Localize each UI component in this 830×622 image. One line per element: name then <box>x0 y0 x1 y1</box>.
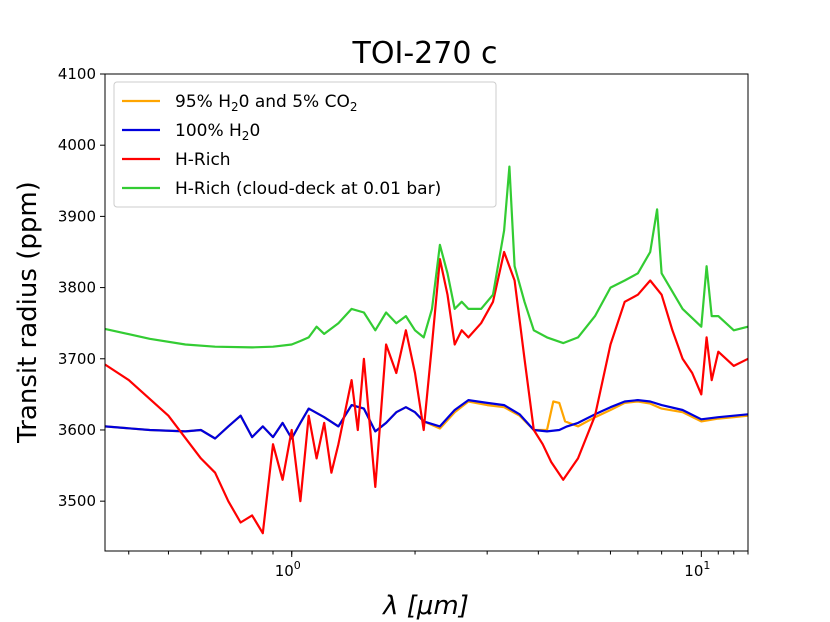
chart-title: TOI-270 c <box>352 36 498 71</box>
x-tick-exponent: 0 <box>294 559 301 572</box>
legend-label-1: 100% H20 <box>175 121 260 143</box>
y-axis-label: Transit radius (ppm) <box>13 181 43 444</box>
x-axis-ticks: 100 101 <box>128 551 749 580</box>
x-tick-label: 101 <box>684 559 710 580</box>
series-line-2 <box>104 250 749 535</box>
legend: 95% H20 and 5% CO2 100% H20 H-Rich H-Rich (… <box>113 81 497 208</box>
legend-label-3: H-Rich (cloud-deck at 0.01 bar) <box>175 179 441 199</box>
y-tick-label: 4000 <box>58 136 96 154</box>
y-tick-label: 3900 <box>58 207 96 225</box>
y-tick-label: 3500 <box>58 492 96 510</box>
x-axis-label: λ [μm] <box>381 591 469 621</box>
y-axis-ticks: 3500 3600 3700 3800 3900 4000 4100 <box>58 65 105 510</box>
x-tick-exponent: 1 <box>703 559 710 572</box>
series-layer <box>104 165 749 535</box>
legend-label-2: H-Rich <box>175 150 231 170</box>
y-tick-label: 3700 <box>58 350 96 368</box>
series-line-1 <box>104 399 749 440</box>
y-tick-label: 3800 <box>58 279 96 297</box>
series-line-3 <box>104 165 749 349</box>
y-tick-label: 4100 <box>58 65 96 83</box>
legend-label-0: 95% H20 and 5% CO2 <box>175 92 358 114</box>
plot-frame <box>104 73 749 552</box>
legend-box <box>113 81 497 208</box>
y-tick-label: 3600 <box>58 421 96 439</box>
x-tick-label: 100 <box>275 559 301 580</box>
